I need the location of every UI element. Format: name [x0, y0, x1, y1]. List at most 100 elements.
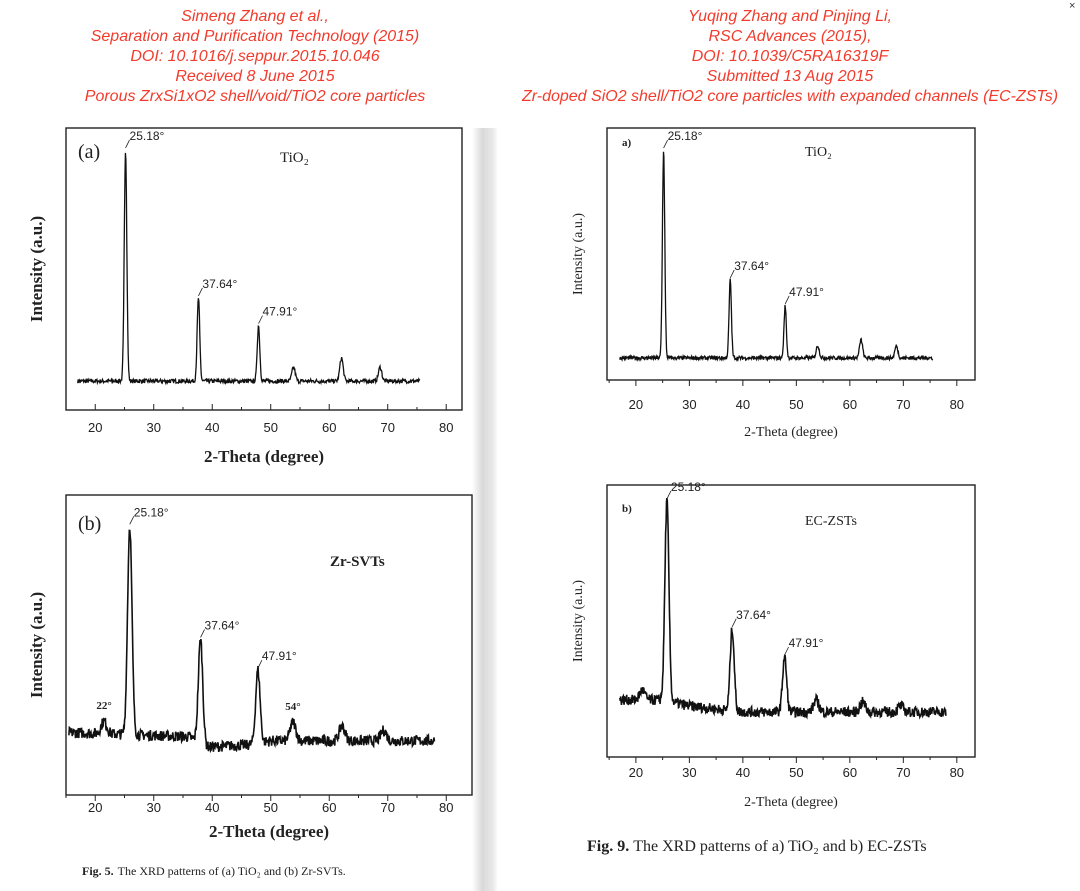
caption-text: The XRD patterns of a) TiO₂ and b) EC-ZS…	[633, 838, 927, 855]
x-axis-label: 2-Theta (degree)	[209, 822, 329, 841]
peak-annotation: 25.18°	[668, 129, 703, 143]
chart-panel-3: 20 30 40 50 60 70 80 2-Theta (degree) Intensity …	[571, 127, 976, 440]
annotation-leader	[729, 269, 735, 279]
x-tick-label: 60	[322, 420, 336, 435]
header-left-line: Porous ZrxSi1xO2 shell/void/TiO2 core pa…	[84, 88, 426, 105]
peak-annotation: 22°	[96, 700, 111, 712]
xrd-trace	[77, 152, 421, 386]
panel-label: (b)	[78, 513, 101, 535]
plot-frame	[65, 494, 473, 796]
header-left-line: Simeng Zhang et al.,	[181, 8, 329, 25]
sample-label: Zr-SVTs	[330, 554, 385, 570]
figure-caption-left: Fig. 5. The XRD patterns of (a) TiO₂ and …	[82, 864, 346, 879]
header-left-line: Separation and Purification Technology (…	[90, 28, 420, 45]
page-edge-shadow	[472, 128, 498, 891]
sample-label: TiO₂	[280, 150, 309, 166]
peak-annotation: 37.64°	[734, 259, 769, 273]
panel-label: (a)	[78, 141, 100, 163]
x-tick-label: 70	[896, 765, 910, 780]
x-tick-label: 40	[205, 800, 219, 815]
x-axis-label: 2-Theta (degree)	[744, 425, 838, 440]
x-tick-label: 30	[147, 420, 161, 435]
peak-annotation: 25.18°	[671, 480, 706, 494]
annotation-leader	[200, 629, 205, 638]
x-tick-label: 20	[629, 397, 643, 412]
header-right-line: DOI: 10.1039/C5RA16319F	[691, 48, 889, 65]
y-axis-label: Intensity (a.u.)	[27, 592, 46, 698]
peak-annotation: 37.64°	[202, 277, 237, 291]
peak-annotation: 37.64°	[736, 608, 771, 622]
annotation-leader	[257, 660, 263, 669]
x-tick-label: 80	[439, 800, 453, 815]
x-tick-label: 60	[322, 800, 336, 815]
x-axis-label: 2-Theta (degree)	[204, 447, 324, 466]
caption-text: The XRD patterns of (a) TiO₂ and (b) Zr-…	[117, 864, 346, 878]
xrd-trace	[619, 151, 934, 363]
x-tick-label: 70	[380, 420, 394, 435]
x-tick-label: 30	[682, 765, 696, 780]
header-left-line: DOI: 10.1016/j.seppur.2015.10.046	[130, 48, 380, 65]
x-tick-label: 50	[789, 397, 803, 412]
y-axis-label: Intensity (a.u.)	[27, 216, 46, 322]
annotation-leader	[784, 295, 790, 305]
x-tick-label: 40	[736, 397, 750, 412]
xrd-trace	[619, 497, 947, 720]
chart-panel-1: 20 30 40 50 60 70 80 2-Theta (degree) Intensity …	[27, 127, 463, 466]
plot-frame	[606, 484, 976, 758]
x-tick-label: 70	[896, 397, 910, 412]
x-tick-label: 50	[789, 765, 803, 780]
x-axis-label: 2-Theta (degree)	[744, 795, 838, 810]
x-tick-label: 80	[439, 420, 453, 435]
annotation-leader	[666, 490, 672, 500]
chart-panel-4: 20 30 40 50 60 70 80 2-Theta (degree) Intensity …	[571, 480, 976, 810]
annotation-leader	[129, 516, 135, 525]
sample-label: EC-ZSTs	[805, 514, 857, 529]
x-tick-label: 30	[147, 800, 161, 815]
header-right-line: Submitted 13 Aug 2015	[706, 68, 874, 85]
peak-annotation: 25.18°	[130, 129, 165, 143]
annotation-leader	[784, 646, 789, 656]
caption-label: Fig. 5.	[82, 864, 114, 878]
header-right-citation: Yuqing Zhang and Pinjing Li, RSC Advance…	[500, 7, 1080, 107]
header-right-line: Zr-doped SiO2 shell/TiO2 core particles …	[521, 88, 1059, 105]
header-left-line: Received 8 June 2015	[175, 68, 335, 85]
header-left-citation: Simeng Zhang et al., Separation and Puri…	[0, 7, 510, 107]
x-tick-label: 30	[682, 397, 696, 412]
x-tick-label: 70	[381, 800, 395, 815]
x-tick-label: 60	[843, 765, 857, 780]
caption-label: Fig. 9.	[587, 838, 630, 855]
panel-label: a)	[622, 137, 632, 149]
y-axis-label: Intensity (a.u.)	[571, 213, 586, 295]
peak-annotation: 47.91°	[263, 305, 298, 319]
plot-frame	[606, 127, 976, 381]
x-tick-label: 40	[736, 765, 750, 780]
annotation-leader	[731, 618, 737, 627]
x-tick-label: 20	[88, 800, 102, 815]
plot-frame	[65, 127, 463, 411]
y-axis-label: Intensity (a.u.)	[571, 580, 586, 662]
x-tick-label: 20	[629, 765, 643, 780]
x-tick-label: 50	[263, 420, 277, 435]
header-right-line: RSC Advances (2015),	[708, 28, 872, 45]
x-tick-label: 80	[950, 397, 964, 412]
annotation-leader	[258, 315, 263, 324]
x-tick-label: 60	[843, 397, 857, 412]
xrd-trace	[68, 529, 436, 754]
close-icon[interactable]: ×	[1069, 0, 1076, 12]
x-tick-label: 40	[205, 420, 219, 435]
peak-annotation: 25.18°	[134, 505, 169, 519]
chart-panel-2: 20 30 40 50 60 70 80 2-Theta (degree) Intensity …	[27, 494, 473, 841]
peak-annotation: 37.64°	[205, 618, 240, 632]
peak-annotation: 54°	[285, 701, 300, 713]
header-right-line: Yuqing Zhang and Pinjing Li,	[688, 8, 892, 25]
annotation-leader	[663, 139, 668, 149]
figure-caption-right: Fig. 9. The XRD patterns of a) TiO₂ and b…	[587, 838, 927, 856]
panel-label: b)	[622, 503, 632, 515]
peak-annotation: 47.91°	[789, 285, 824, 299]
annotation-leader	[198, 287, 203, 297]
annotation-leader	[125, 139, 130, 149]
sample-label: TiO₂	[805, 145, 832, 160]
x-tick-label: 50	[264, 800, 278, 815]
x-tick-label: 20	[88, 420, 102, 435]
